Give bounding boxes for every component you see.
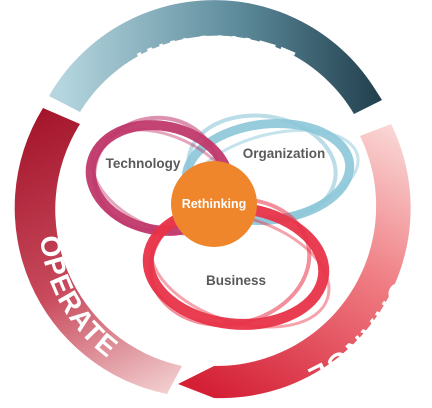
technology-label: Technology <box>106 156 181 171</box>
operate-arc <box>14 108 183 394</box>
change-arc <box>178 124 411 399</box>
center-label: Rethinking <box>182 197 247 211</box>
center-circle <box>171 161 257 247</box>
center-node: Rethinking <box>171 161 257 247</box>
business-label: Business <box>206 273 266 288</box>
innovate-arc <box>49 0 382 115</box>
organization-label: Organization <box>243 146 326 161</box>
